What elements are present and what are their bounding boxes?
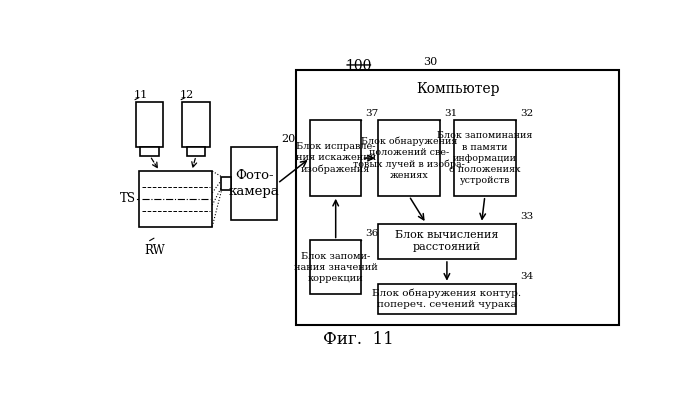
Bar [141, 146, 160, 156]
Text: 31: 31 [444, 109, 457, 118]
Text: Блок исправле-
ния искажений
изображения: Блок исправле- ния искажений изображения [295, 142, 376, 174]
Text: 12: 12 [180, 90, 194, 100]
Bar [136, 102, 163, 146]
Text: TS: TS [120, 192, 136, 206]
Bar [139, 171, 212, 227]
Bar [378, 284, 516, 314]
Text: 34: 34 [520, 272, 533, 281]
Bar [296, 70, 619, 325]
Bar [231, 146, 277, 220]
Text: Блок запоминания
в памяти
информации
о положениях
устройств: Блок запоминания в памяти информации о п… [437, 132, 533, 185]
Text: 100: 100 [346, 59, 372, 73]
Text: Фото-
камера: Фото- камера [229, 169, 280, 198]
Bar [221, 176, 231, 190]
Bar [454, 120, 516, 196]
Text: Фиг.  11: Фиг. 11 [323, 331, 394, 348]
Text: Компьютер: Компьютер [416, 82, 500, 96]
Text: RW: RW [144, 244, 165, 256]
Text: 36: 36 [365, 229, 379, 238]
Bar [310, 120, 361, 196]
Text: 32: 32 [520, 109, 533, 118]
Text: Блок обнаружения контур.
попереч. сечений чурака: Блок обнаружения контур. попереч. сечени… [372, 289, 522, 309]
Text: 20: 20 [281, 134, 295, 144]
Text: 30: 30 [423, 57, 437, 67]
Bar [378, 120, 440, 196]
Text: Блок обнаружения
положений све-
товых лучей в изобра-
жениях: Блок обнаружения положений све- товых лу… [353, 136, 465, 180]
Bar [186, 146, 206, 156]
Text: 33: 33 [520, 212, 533, 221]
Bar [378, 224, 516, 259]
Text: 37: 37 [365, 109, 379, 118]
Text: Блок вычисления
расстояний: Блок вычисления расстояний [395, 230, 498, 252]
Bar [183, 102, 209, 146]
Text: 11: 11 [134, 90, 148, 100]
Text: Блок запоми-
нания значений
коррекции: Блок запоми- нания значений коррекции [294, 252, 377, 283]
Bar [310, 240, 361, 294]
